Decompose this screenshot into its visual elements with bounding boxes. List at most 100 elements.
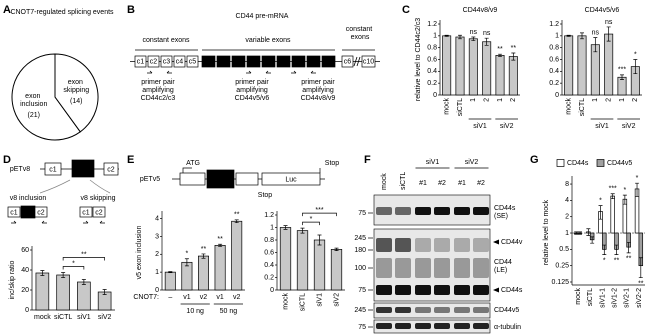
region-label: constant exons [346, 26, 374, 41]
panel-label: C [402, 4, 410, 16]
bar [482, 41, 492, 96]
y-tick-label: 0 [25, 307, 29, 314]
error-bar [635, 182, 640, 197]
error-bar [471, 36, 476, 41]
y-tick-label: 1 [433, 33, 437, 40]
start-arrow [182, 167, 192, 173]
exon-box [71, 159, 95, 178]
exon-box [321, 55, 336, 68]
error-bar [590, 236, 595, 244]
blot-band [415, 323, 431, 329]
outcome-label: v8 inclusion [10, 195, 47, 202]
primer-label: primer pair [301, 79, 335, 86]
y-tick-label: 0.4 [549, 68, 559, 75]
blot-band [454, 238, 470, 252]
y-tick-label: 1 [565, 230, 569, 237]
significance-label: * [603, 257, 606, 264]
bar [198, 255, 209, 291]
exon-box [186, 55, 199, 68]
error-bar [300, 227, 305, 234]
bar [610, 195, 615, 234]
error-bar [586, 228, 591, 236]
pie-label: exon inclusion [20, 93, 47, 108]
bar [77, 281, 91, 311]
x-tick-label: v2 [233, 294, 241, 301]
lane-group-label: siV1 [426, 159, 440, 166]
blot-band [376, 238, 392, 252]
lane-label: siCTL [400, 172, 407, 190]
legend-label: CD44s [567, 160, 589, 167]
exon-label: c2 [107, 166, 115, 173]
x-tick-label: siCTL [587, 288, 594, 306]
exon-label: v4 [235, 59, 243, 66]
band-arrow [493, 239, 499, 245]
blot-band [415, 307, 431, 313]
significance-label: * [186, 251, 189, 258]
y-tick-label: 0.6 [264, 249, 274, 256]
x-tick-label: – [168, 294, 172, 301]
legend-swatch [596, 159, 605, 167]
significance-label: ** [81, 251, 87, 258]
error-bar [458, 34, 462, 40]
band-label: α-tubulin [494, 324, 521, 331]
x-tick-label: siV1-1 [599, 288, 606, 308]
y-tick-label: 1.2 [264, 212, 274, 219]
y-tick-label: 1.2 [549, 21, 559, 28]
region-label: variable exons [245, 37, 291, 44]
band-label: CD44v [501, 239, 523, 246]
error-bar [218, 243, 223, 247]
y-tick-label: 20 [21, 287, 29, 294]
panel-label: B [127, 4, 135, 16]
exon-box [201, 55, 216, 68]
bar [442, 35, 452, 96]
exon-label: v6 [265, 59, 273, 66]
blot-band [395, 285, 411, 295]
y-tick-label: 2 [155, 251, 159, 258]
y-tick-label: 40 [21, 267, 29, 274]
x-tick-label: mock [282, 293, 289, 310]
significance-label: * [599, 197, 602, 204]
y-tick-label: 0.2 [549, 80, 559, 87]
primer-arrow [246, 70, 252, 74]
error-bar [334, 247, 339, 251]
pie-value-label: (14) [70, 98, 82, 105]
exon-box [261, 55, 276, 68]
significance-label: ** [614, 257, 620, 264]
significance-label: *** [618, 67, 626, 74]
bar [313, 239, 326, 291]
y-tick-label: 1 [155, 269, 159, 276]
blot-band [473, 258, 489, 278]
error-bar [102, 289, 107, 295]
primer-arrow [291, 70, 297, 74]
lane-group-label: siV2 [465, 159, 479, 166]
error-bar [566, 34, 571, 37]
bar [604, 33, 614, 96]
bar [590, 44, 600, 96]
reporter-label: Luc [285, 176, 297, 183]
exon-label: v5 [250, 59, 258, 66]
exon-label: v7 [280, 59, 288, 66]
blot-band [473, 307, 489, 313]
significance-bracket [302, 221, 320, 226]
bar [214, 245, 226, 291]
bar [181, 261, 193, 291]
significance-label: ** [511, 45, 517, 52]
exon-label: c1 [49, 166, 57, 173]
legend-swatch [556, 159, 565, 167]
primer-arrow [147, 70, 153, 74]
exon-box [103, 162, 119, 176]
error-bar [614, 244, 619, 255]
blot-band [434, 258, 450, 278]
exon-label: c3 [163, 59, 171, 66]
bar [577, 35, 587, 96]
y-tick-label: 0.6 [427, 56, 437, 63]
y-tick-label: 0.8 [427, 45, 437, 52]
y-tick-label: 0 [155, 287, 159, 294]
x-tick-label: siCTL [299, 293, 306, 311]
error-bar [168, 271, 173, 274]
error-bar [622, 194, 627, 205]
bar [164, 271, 176, 291]
blot-band [434, 307, 450, 313]
y-axis-label: v5 exon inclusion [136, 226, 143, 280]
significance-bracket [62, 257, 105, 261]
